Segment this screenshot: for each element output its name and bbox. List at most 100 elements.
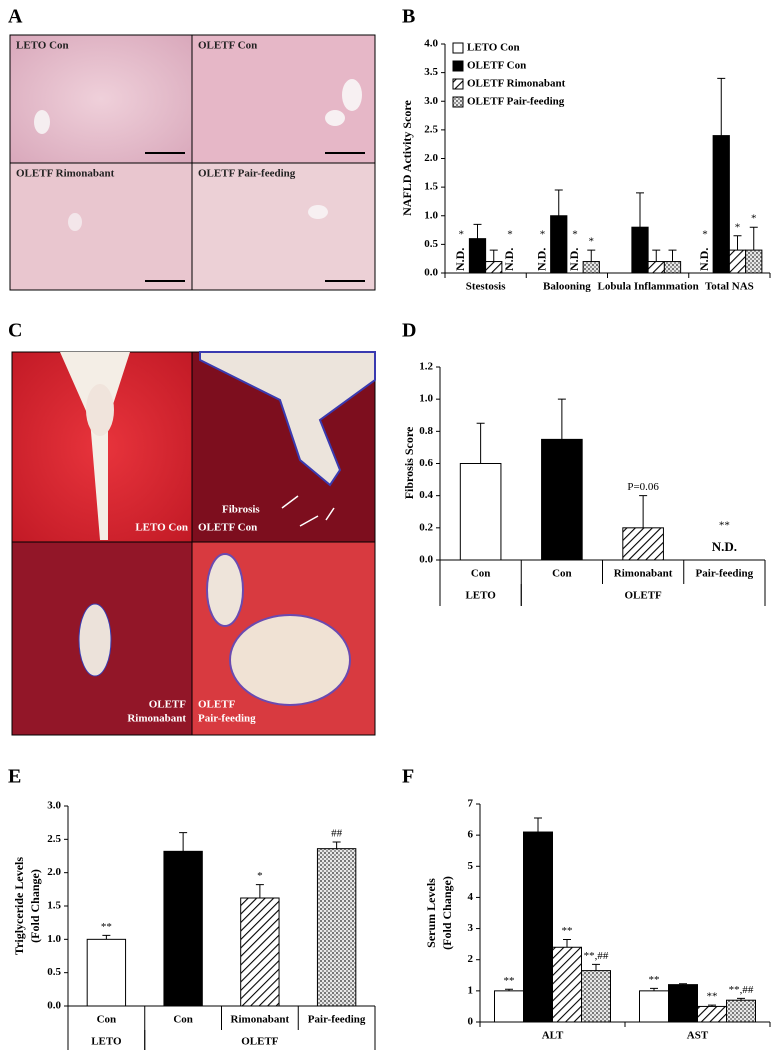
legend-label: OLETF Rimonabant <box>467 78 566 90</box>
image-label: OLETF Pair-feeding <box>198 168 296 180</box>
y-tick-label: 0.0 <box>419 554 433 566</box>
error-bar <box>505 988 513 991</box>
bar <box>494 990 524 1023</box>
annotation: ** <box>649 974 660 986</box>
error-bar <box>489 249 498 262</box>
bar <box>316 848 357 1007</box>
panel-letter: F <box>402 766 414 788</box>
bar <box>745 249 763 274</box>
y-axis-title: (Fold Change) <box>28 869 42 943</box>
annotation: **,## <box>729 984 754 996</box>
bar <box>647 261 665 274</box>
annotation: * <box>589 236 595 248</box>
y-tick-label: 4 <box>468 891 474 903</box>
image-label: LETO Con <box>16 40 69 52</box>
error-bar <box>652 249 661 262</box>
bar <box>582 261 600 274</box>
vessel <box>342 79 362 111</box>
y-tick-label: 0.0 <box>47 1000 61 1012</box>
x-tick-label: Rimonabant <box>614 568 673 580</box>
vessel <box>34 110 50 134</box>
error-bar <box>179 832 188 852</box>
annotation: * <box>540 229 546 241</box>
legend-swatch <box>452 96 464 108</box>
y-tick-label: 1.5 <box>424 181 438 193</box>
x-tick-label: Con <box>97 1014 117 1026</box>
error-bar <box>679 983 687 985</box>
vessel <box>229 614 351 706</box>
bar <box>663 261 682 274</box>
error-bar <box>255 884 264 898</box>
panel-letter: D <box>402 320 416 342</box>
x-tick-label: AST <box>687 1030 709 1042</box>
y-tick-label: 0.0 <box>424 267 438 279</box>
y-tick-label: 3.0 <box>424 95 438 107</box>
bar <box>86 938 127 1007</box>
micrograph <box>9 34 193 164</box>
y-tick-label: 2.5 <box>47 833 61 845</box>
y-tick-label: 0.6 <box>419 457 433 469</box>
y-axis-title: Triglyceride Levels <box>12 857 26 955</box>
y-tick-label: 0.5 <box>424 238 438 250</box>
error-bar <box>668 249 677 262</box>
vessel <box>86 384 114 436</box>
panel-letter: A <box>8 6 23 28</box>
legend-swatch <box>452 78 464 90</box>
annotation: * <box>735 221 741 233</box>
bar <box>712 135 730 274</box>
bar <box>726 999 756 1023</box>
y-tick-label: 3.0 <box>47 800 61 812</box>
annotation: P=0.06 <box>627 481 659 493</box>
annotation: ** <box>719 520 730 532</box>
error-bar <box>587 249 596 262</box>
y-tick-label: 5 <box>468 860 474 872</box>
image-label: OLETF Con <box>198 40 257 52</box>
error-bar <box>717 77 726 136</box>
error-bar <box>332 841 341 849</box>
annotation: * <box>257 870 263 882</box>
annotation: ## <box>331 828 343 840</box>
bar <box>468 238 487 274</box>
annotation: **,## <box>584 950 609 962</box>
x-tick-label: ALT <box>542 1030 564 1042</box>
y-tick-label: 0.2 <box>419 521 433 533</box>
error-bar <box>737 997 745 1001</box>
vessel <box>206 553 244 627</box>
annotation: * <box>751 213 757 225</box>
image-label: OLETF <box>198 699 236 711</box>
x-tick-label: Stestosis <box>466 281 506 293</box>
panel-letter: E <box>8 766 21 788</box>
annotation: * <box>572 229 578 241</box>
image-annotation: Fibrosis <box>222 504 260 516</box>
x-tick-label: Total NAS <box>705 281 754 293</box>
error-bar <box>650 987 658 991</box>
x-tick-label: Con <box>173 1014 193 1026</box>
error-bar <box>534 817 542 833</box>
error-bar <box>592 963 600 971</box>
bar <box>639 990 669 1023</box>
image-panel-c <box>11 351 376 736</box>
y-tick-label: 1.2 <box>419 361 433 373</box>
bar <box>581 970 611 1023</box>
group-label: LETO <box>465 590 496 602</box>
x-tick-label: Balooning <box>543 281 591 293</box>
image-label: Rimonabant <box>127 713 186 725</box>
vessel <box>308 205 328 219</box>
y-tick-label: 2.0 <box>47 866 61 878</box>
y-axis-title: Fibrosis Score <box>402 426 416 499</box>
annotation: ** <box>562 925 573 937</box>
legend-label: OLETF Pair-feeding <box>467 96 565 108</box>
annotation: * <box>507 229 513 241</box>
error-bar <box>733 235 742 251</box>
group-label: OLETF <box>624 590 662 602</box>
legend-label: LETO Con <box>467 42 520 54</box>
bar <box>697 1005 727 1023</box>
y-axis-title: NAFLD Activity Score <box>400 99 414 215</box>
y-tick-label: 1.0 <box>47 933 61 945</box>
bar <box>459 463 502 561</box>
y-tick-label: 6 <box>468 829 474 841</box>
annotation: ** <box>101 921 112 933</box>
image-panel-a <box>9 34 376 291</box>
bar <box>631 226 649 274</box>
